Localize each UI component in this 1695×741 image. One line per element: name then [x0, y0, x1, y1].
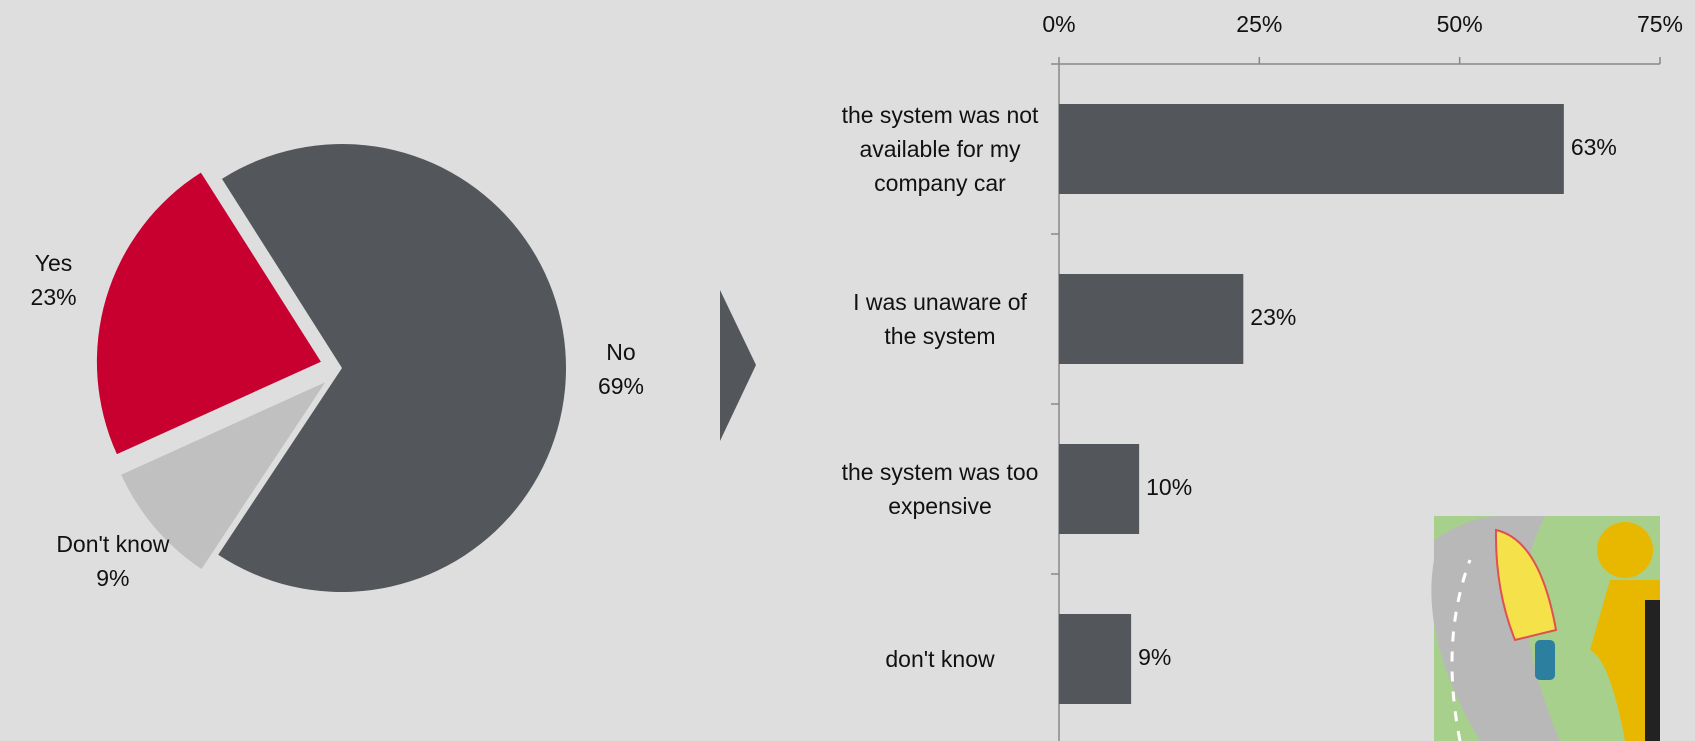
x-tick-label: 25%	[1236, 11, 1282, 37]
arrow	[720, 290, 756, 441]
bar-value-label: 23%	[1250, 304, 1296, 330]
x-tick-label: 0%	[1042, 11, 1075, 37]
slice-label: Yes	[35, 250, 73, 276]
pie-slice	[96, 172, 321, 455]
pie-slice	[218, 143, 567, 592]
x-tick-label: 75%	[1637, 11, 1683, 37]
bar-value-label: 63%	[1571, 134, 1617, 160]
bar	[1059, 274, 1244, 364]
category-label: don't know	[885, 646, 995, 672]
slice-label: No	[606, 339, 635, 365]
category-label: the system was not available for my comp…	[841, 102, 1039, 196]
slice-label: Don't know	[56, 531, 169, 557]
bar	[1059, 614, 1132, 704]
category-label: I was unaware of the system	[853, 289, 1027, 349]
bar	[1059, 104, 1564, 194]
illustration	[1431, 516, 1660, 741]
slice-value-label: 69%	[598, 373, 644, 399]
bar-value-label: 10%	[1146, 474, 1192, 500]
bar-value-label: 9%	[1138, 644, 1171, 670]
slice-value-label: 23%	[31, 284, 77, 310]
x-tick-label: 50%	[1437, 11, 1483, 37]
bar	[1059, 444, 1140, 534]
category-label: the system was too expensive	[841, 459, 1039, 519]
pie-slice	[121, 382, 326, 569]
slice-value-label: 9%	[96, 565, 129, 591]
